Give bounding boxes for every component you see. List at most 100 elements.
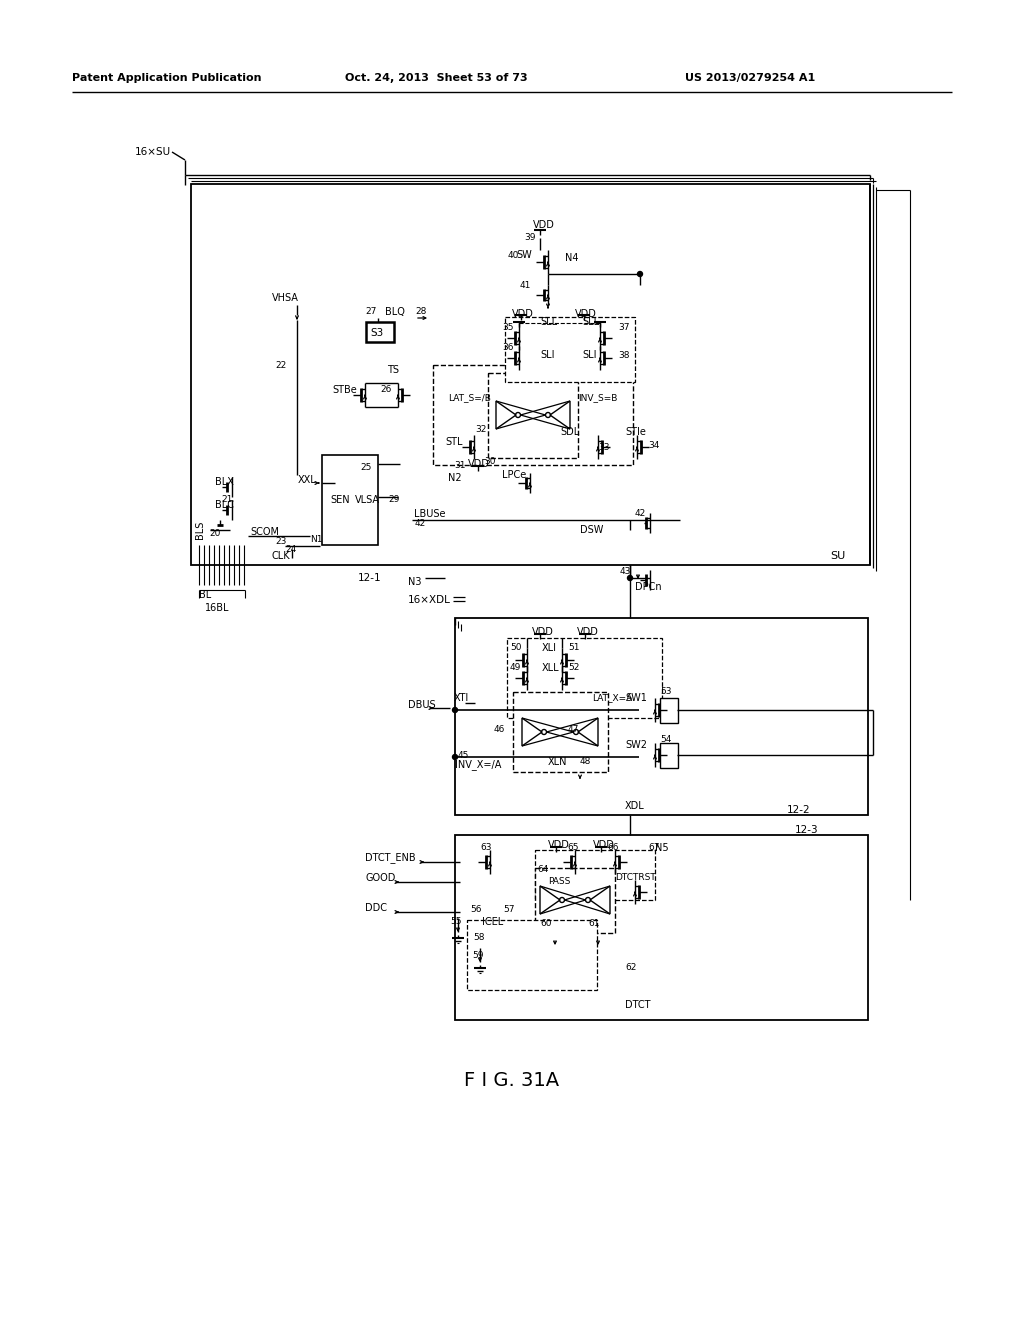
Text: 29: 29 (388, 495, 399, 504)
Text: 55: 55 (450, 917, 462, 927)
Text: 52: 52 (568, 664, 580, 672)
Text: 53: 53 (660, 688, 672, 697)
Text: 60: 60 (540, 920, 552, 928)
Circle shape (628, 576, 633, 581)
Text: 25: 25 (360, 462, 372, 471)
Text: 48: 48 (580, 758, 592, 767)
Text: 50: 50 (510, 644, 521, 652)
Text: Oct. 24, 2013  Sheet 53 of 73: Oct. 24, 2013 Sheet 53 of 73 (345, 73, 527, 83)
Text: 27: 27 (365, 308, 377, 317)
Text: SCOM: SCOM (250, 527, 279, 537)
Text: XLL: XLL (542, 663, 560, 673)
Text: VDD: VDD (512, 309, 534, 319)
Bar (507, 638, 662, 718)
Text: N2: N2 (449, 473, 462, 483)
Text: 12-3: 12-3 (795, 825, 818, 836)
Text: SU: SU (830, 550, 845, 561)
Text: 61: 61 (588, 920, 599, 928)
Text: 42: 42 (415, 520, 426, 528)
Text: 22: 22 (275, 360, 287, 370)
Text: SLL: SLL (540, 317, 557, 327)
Text: 63: 63 (480, 843, 492, 853)
Text: 47: 47 (568, 726, 580, 734)
Text: INV_S=B: INV_S=B (578, 393, 617, 403)
Text: 51: 51 (568, 644, 580, 652)
Text: SW2: SW2 (625, 741, 647, 750)
Text: 38: 38 (618, 351, 630, 359)
Text: VDD: VDD (468, 459, 489, 469)
Bar (366, 322, 394, 342)
Bar (660, 698, 678, 723)
Text: 30: 30 (484, 458, 496, 466)
Text: 33: 33 (598, 444, 609, 453)
Circle shape (453, 755, 458, 759)
Text: LPCe: LPCe (502, 470, 526, 480)
Text: US 2013/0279254 A1: US 2013/0279254 A1 (685, 73, 815, 83)
Text: SDL: SDL (560, 426, 580, 437)
Bar (505, 317, 635, 381)
Bar (433, 366, 633, 465)
Text: GOOD: GOOD (365, 873, 395, 883)
Text: VDD: VDD (548, 840, 570, 850)
Text: 45: 45 (458, 751, 469, 759)
Text: BLS: BLS (195, 521, 205, 539)
Text: XTI: XTI (454, 693, 469, 704)
Bar (535, 850, 655, 900)
Text: XDL: XDL (625, 801, 645, 810)
Text: 67: 67 (648, 843, 659, 853)
Text: DBUS: DBUS (408, 700, 435, 710)
Text: DTCTRST: DTCTRST (615, 874, 655, 883)
Text: 46: 46 (494, 726, 506, 734)
Text: N3: N3 (408, 577, 422, 587)
Text: F I G. 31A: F I G. 31A (465, 1071, 559, 1089)
Circle shape (638, 272, 642, 276)
Text: DSW: DSW (580, 525, 603, 535)
Text: SLI: SLI (540, 350, 555, 360)
Text: XLN: XLN (548, 756, 567, 767)
Text: STL: STL (445, 437, 463, 447)
Text: 23: 23 (275, 537, 287, 546)
Polygon shape (550, 401, 570, 429)
Text: VHSA: VHSA (272, 293, 299, 304)
Text: LBUSe: LBUSe (414, 510, 445, 519)
Text: 54: 54 (660, 735, 672, 744)
Text: 59: 59 (472, 950, 483, 960)
Text: PASS: PASS (548, 878, 570, 887)
Text: VDD: VDD (534, 220, 555, 230)
Bar (455, 618, 868, 814)
Text: SLL: SLL (582, 317, 599, 327)
Bar (322, 455, 378, 545)
Text: VLSA: VLSA (355, 495, 380, 506)
Text: TS: TS (387, 366, 399, 375)
Text: 21: 21 (221, 495, 232, 504)
Text: XXL: XXL (298, 475, 316, 484)
Bar (488, 374, 578, 458)
Text: S3: S3 (370, 327, 383, 338)
Text: 12-2: 12-2 (786, 805, 810, 814)
Bar (535, 869, 615, 933)
Text: LAT_X=A: LAT_X=A (592, 693, 632, 702)
Bar (455, 836, 868, 1020)
Text: VDD: VDD (532, 627, 554, 638)
Text: VDD: VDD (577, 627, 599, 638)
Text: STBe: STBe (332, 385, 356, 395)
Text: 12-1: 12-1 (358, 573, 382, 583)
Text: DPCn: DPCn (635, 582, 662, 591)
Polygon shape (578, 718, 598, 746)
Text: VDD: VDD (575, 309, 597, 319)
Bar (191, 183, 870, 565)
Text: N1: N1 (310, 536, 323, 544)
Text: SW1: SW1 (625, 693, 647, 704)
Text: 28: 28 (415, 308, 426, 317)
Text: 62: 62 (625, 964, 636, 973)
Text: 65: 65 (567, 843, 579, 853)
Text: N4: N4 (565, 253, 579, 263)
Text: STIe: STIe (625, 426, 646, 437)
Text: XLI: XLI (542, 643, 557, 653)
Text: 32: 32 (475, 425, 486, 434)
Text: 20: 20 (209, 529, 220, 539)
Text: 24: 24 (285, 545, 296, 554)
Polygon shape (496, 401, 516, 429)
Text: 16BL: 16BL (205, 603, 229, 612)
Text: 16×SU: 16×SU (135, 147, 171, 157)
